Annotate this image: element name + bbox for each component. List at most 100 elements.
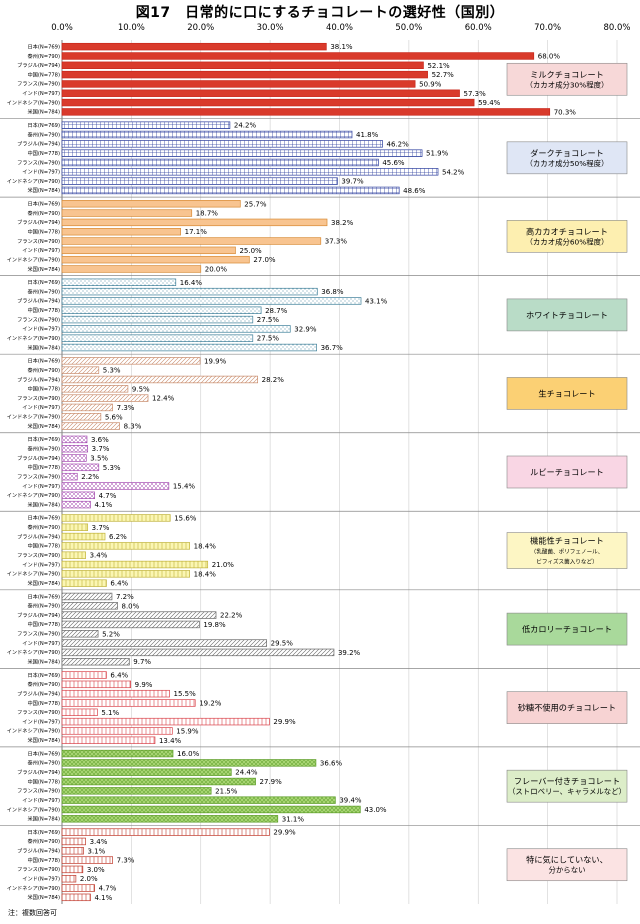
bar — [61, 514, 171, 522]
bar — [61, 523, 89, 531]
category-label: ブラジル(N=794) — [17, 532, 60, 540]
data-label: 24.4% — [235, 769, 258, 777]
category-label: フランス(N=790) — [17, 316, 60, 323]
data-label: 38.1% — [330, 43, 353, 51]
category-label: ブラジル(N=794) — [17, 375, 60, 383]
data-label: 6.4% — [110, 672, 128, 680]
footnote: 注：複数回答可 — [8, 909, 57, 917]
bar — [61, 796, 336, 804]
bar — [61, 847, 84, 855]
category-label: インド(N=797) — [22, 877, 60, 883]
category-label: 中国(N=778) — [27, 149, 60, 157]
category-label: 中国(N=778) — [27, 856, 60, 864]
category-label: 泰州(N=790) — [27, 445, 60, 453]
bar — [61, 177, 338, 185]
category-label: 日本(N=769) — [27, 671, 60, 679]
data-label: 3.7% — [92, 445, 110, 453]
category-label: インドネシア(N=790) — [7, 806, 60, 813]
series-label: ルビーチョコレート — [530, 467, 604, 477]
data-label: 21.0% — [212, 561, 235, 569]
series-label: （カカオ成分50%程度） — [526, 159, 609, 168]
bar — [61, 454, 87, 462]
data-label: 19.2% — [199, 699, 222, 707]
bar — [61, 620, 200, 629]
data-label: 38.2% — [331, 219, 354, 227]
category-label: 中国(N=778) — [27, 228, 60, 236]
data-label: 68.0% — [538, 52, 561, 60]
data-label: 7.3% — [117, 857, 135, 865]
category-label: 日本(N=769) — [27, 828, 60, 836]
bar — [61, 828, 270, 836]
bar — [61, 727, 173, 735]
data-label: 20.0% — [205, 265, 228, 273]
bar — [61, 394, 149, 402]
category-label: インド(N=797) — [22, 484, 60, 490]
category-label: フランス(N=790) — [17, 631, 60, 638]
series-label: （ストロベリー、キャラメルなど） — [508, 787, 626, 796]
x-tick-label: 70.0% — [534, 23, 561, 33]
bar — [61, 130, 353, 139]
series-label-box — [506, 455, 628, 489]
series-label: ホワイトチョコレート — [526, 310, 608, 320]
data-label: 59.4% — [478, 99, 501, 107]
series-label: 砂糖不使用のチョコレート — [518, 703, 616, 713]
chart-title: 図17 日常的に口にするチョコレートの選好性（国別） — [135, 5, 505, 21]
bar — [61, 570, 191, 578]
series-label: 低カロリーチョコレート — [522, 624, 612, 634]
series-label: 高カカオチョコレート — [526, 226, 608, 236]
data-label: 29.5% — [271, 640, 294, 648]
bar — [61, 482, 170, 490]
bar — [61, 246, 236, 255]
bar — [61, 592, 113, 601]
series-label-box — [506, 141, 628, 175]
data-label: 37.3% — [325, 238, 348, 246]
category-label: 泰州(N=790) — [27, 366, 60, 374]
category-label: インドネシア(N=790) — [7, 649, 60, 656]
series-label: ビフィズス菌入りなど） — [536, 558, 597, 566]
category-label: ブラジル(N=794) — [17, 768, 60, 776]
data-label: 5.3% — [103, 464, 121, 472]
data-label: 48.6% — [403, 187, 426, 195]
data-label: 57.3% — [464, 90, 487, 98]
bar — [61, 759, 317, 767]
bar — [61, 856, 113, 864]
category-label: 泰州(N=790) — [27, 523, 60, 531]
data-label: 3.6% — [91, 436, 109, 444]
category-label: インドネシア(N=790) — [7, 99, 60, 106]
category-label: 米国(N=784) — [27, 186, 60, 194]
bar — [61, 736, 156, 744]
data-label: 3.1% — [88, 847, 106, 855]
data-label: 6.2% — [109, 533, 127, 541]
bar — [61, 611, 217, 619]
data-label: 3.0% — [87, 866, 105, 874]
category-label: フランス(N=790) — [17, 395, 60, 402]
bar — [61, 893, 91, 902]
bar — [61, 777, 256, 786]
data-label: 46.2% — [387, 140, 410, 148]
category-label: ブラジル(N=794) — [17, 297, 60, 305]
bar — [61, 255, 250, 264]
bar — [61, 228, 181, 236]
data-label: 28.7% — [265, 307, 288, 315]
data-label: 25.0% — [239, 247, 262, 255]
data-label: 36.6% — [320, 759, 343, 767]
bar — [61, 680, 132, 689]
bar — [61, 805, 361, 814]
bar — [61, 278, 177, 287]
data-label: 22.2% — [220, 612, 243, 620]
data-label: 52.7% — [432, 71, 455, 79]
bar — [61, 357, 201, 365]
category-label: フランス(N=790) — [17, 552, 60, 559]
bar — [61, 413, 102, 421]
bar — [61, 70, 428, 79]
category-label: 米国(N=784) — [27, 736, 60, 744]
bar — [61, 149, 423, 157]
category-label: 米国(N=784) — [27, 500, 60, 508]
category-label: ブラジル(N=794) — [17, 454, 60, 462]
bar — [61, 52, 535, 60]
category-label: インドネシア(N=790) — [7, 492, 60, 499]
series-label: （乳酸菌、ポリフェノール、 — [531, 548, 604, 556]
category-label: 泰州(N=790) — [27, 209, 60, 217]
data-label: 27.0% — [253, 256, 276, 264]
data-label: 16.0% — [177, 750, 200, 758]
